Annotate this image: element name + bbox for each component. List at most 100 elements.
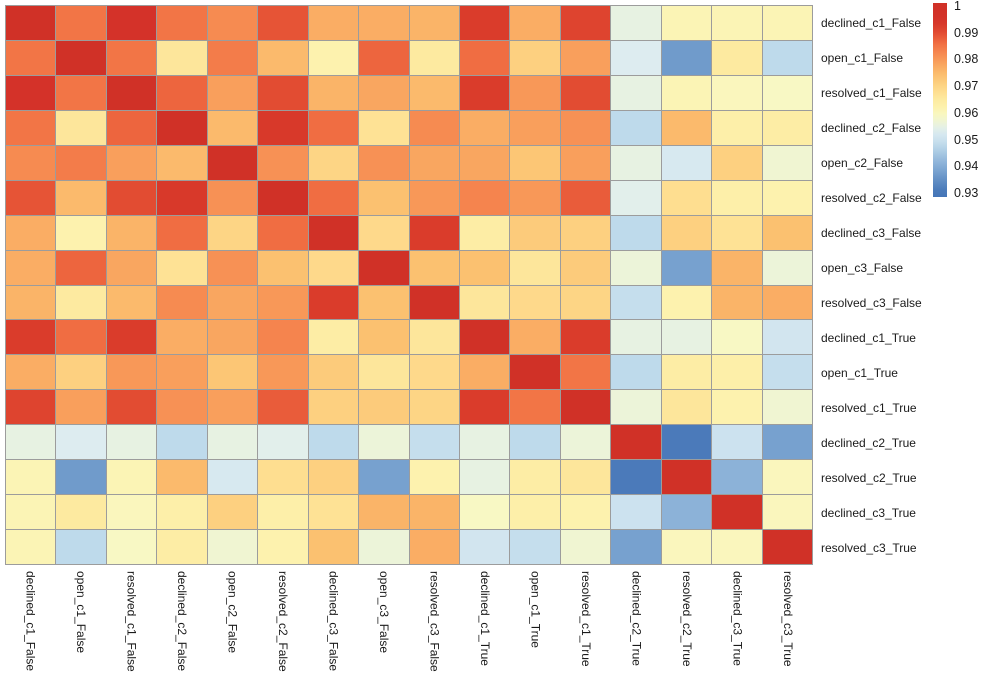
heatmap-cell-1-13	[661, 40, 712, 75]
heatmap-cell-13-2	[106, 460, 157, 495]
heatmap-cell-1-12	[611, 40, 661, 75]
heatmap-cell-9-1	[56, 320, 106, 355]
heatmap-cell-8-12	[611, 285, 661, 320]
heatmap-cell-13-6	[308, 460, 359, 495]
heatmap-cell-6-4	[207, 215, 258, 250]
heatmap-cell-0-3	[157, 6, 207, 40]
heatmap-cell-6-0	[6, 215, 56, 250]
heatmap-cell-10-2	[106, 355, 157, 390]
heatmap-cell-11-14	[712, 390, 762, 425]
heatmap-cell-2-6	[308, 75, 359, 110]
heatmap-cell-2-4	[207, 75, 258, 110]
heatmap-cell-14-1	[56, 495, 106, 530]
heatmap-cell-15-5	[258, 530, 308, 564]
heatmap-cell-0-5	[258, 6, 308, 40]
heatmap-cell-8-9	[459, 285, 510, 320]
row-label: declined_c3_False	[821, 225, 922, 240]
heatmap-cell-13-9	[459, 460, 510, 495]
heatmap-cell-12-2	[106, 425, 157, 460]
heatmap-cell-11-8	[409, 390, 459, 425]
colorbar-tick-label: 0.93	[954, 185, 979, 200]
heatmap-cell-6-13	[661, 215, 712, 250]
heatmap-cell-9-7	[359, 320, 409, 355]
heatmap-cell-11-9	[459, 390, 510, 425]
heatmap-cell-5-1	[56, 180, 106, 215]
heatmap-cell-0-7	[359, 6, 409, 40]
column-label: open_c2_False	[225, 571, 240, 654]
heatmap-cell-9-5	[258, 320, 308, 355]
heatmap-cell-12-10	[510, 425, 560, 460]
heatmap-cell-15-3	[157, 530, 207, 564]
column-label: declined_c1_True	[477, 571, 492, 666]
heatmap-cell-12-13	[661, 425, 712, 460]
heatmap-cell-2-5	[258, 75, 308, 110]
row-label: resolved_c1_True	[821, 400, 917, 415]
heatmap-cell-14-10	[510, 495, 560, 530]
heatmap-cell-3-12	[611, 110, 661, 145]
heatmap-cell-12-0	[6, 425, 56, 460]
heatmap-cell-3-15	[762, 110, 812, 145]
column-label: resolved_c1_True	[578, 571, 593, 667]
heatmap-cell-12-8	[409, 425, 459, 460]
heatmap-cell-1-0	[6, 40, 56, 75]
heatmap-cell-9-8	[409, 320, 459, 355]
heatmap-cell-7-8	[409, 250, 459, 285]
heatmap-cell-4-13	[661, 145, 712, 180]
heatmap-cell-3-13	[661, 110, 712, 145]
heatmap-cell-3-1	[56, 110, 106, 145]
heatmap-cell-14-12	[611, 495, 661, 530]
heatmap-cell-2-14	[712, 75, 762, 110]
heatmap-cell-7-1	[56, 250, 106, 285]
heatmap-cell-6-2	[106, 215, 157, 250]
heatmap-cell-11-3	[157, 390, 207, 425]
heatmap-cell-15-1	[56, 530, 106, 564]
heatmap-cell-15-4	[207, 530, 258, 564]
heatmap-cell-13-5	[258, 460, 308, 495]
heatmap-cell-1-3	[157, 40, 207, 75]
heatmap-cell-14-6	[308, 495, 359, 530]
heatmap-cell-1-4	[207, 40, 258, 75]
heatmap-cell-0-12	[611, 6, 661, 40]
heatmap-cell-3-2	[106, 110, 157, 145]
heatmap-cell-10-6	[308, 355, 359, 390]
heatmap-cell-0-1	[56, 6, 106, 40]
heatmap-cell-9-9	[459, 320, 510, 355]
row-label: resolved_c3_False	[821, 295, 922, 310]
column-label: declined_c1_False	[23, 571, 38, 672]
heatmap-cell-3-10	[510, 110, 560, 145]
heatmap-cell-3-8	[409, 110, 459, 145]
heatmap-cell-2-3	[157, 75, 207, 110]
heatmap-cell-0-0	[6, 6, 56, 40]
heatmap-cell-1-11	[560, 40, 611, 75]
heatmap-cell-10-11	[560, 355, 611, 390]
heatmap-grid	[5, 5, 813, 565]
heatmap-cell-2-7	[359, 75, 409, 110]
heatmap-cell-7-4	[207, 250, 258, 285]
heatmap-cell-15-15	[762, 530, 812, 564]
heatmap-cell-9-10	[510, 320, 560, 355]
heatmap-cell-8-8	[409, 285, 459, 320]
heatmap-cell-7-9	[459, 250, 510, 285]
heatmap-cell-0-14	[712, 6, 762, 40]
heatmap-cell-15-2	[106, 530, 157, 564]
heatmap-cell-13-12	[611, 460, 661, 495]
heatmap-cell-5-6	[308, 180, 359, 215]
heatmap-cell-12-11	[560, 425, 611, 460]
heatmap-cell-4-12	[611, 145, 661, 180]
row-label: declined_c2_True	[821, 435, 916, 450]
heatmap-cell-4-6	[308, 145, 359, 180]
heatmap-cell-9-3	[157, 320, 207, 355]
heatmap-cell-0-4	[207, 6, 258, 40]
heatmap-cell-1-2	[106, 40, 157, 75]
heatmap-cell-5-11	[560, 180, 611, 215]
heatmap-cell-8-3	[157, 285, 207, 320]
heatmap-cell-11-15	[762, 390, 812, 425]
heatmap-cell-11-12	[611, 390, 661, 425]
heatmap-cell-7-15	[762, 250, 812, 285]
heatmap-cell-1-7	[359, 40, 409, 75]
heatmap-cell-2-2	[106, 75, 157, 110]
heatmap-cell-11-7	[359, 390, 409, 425]
heatmap-cell-12-15	[762, 425, 812, 460]
heatmap-cell-13-10	[510, 460, 560, 495]
